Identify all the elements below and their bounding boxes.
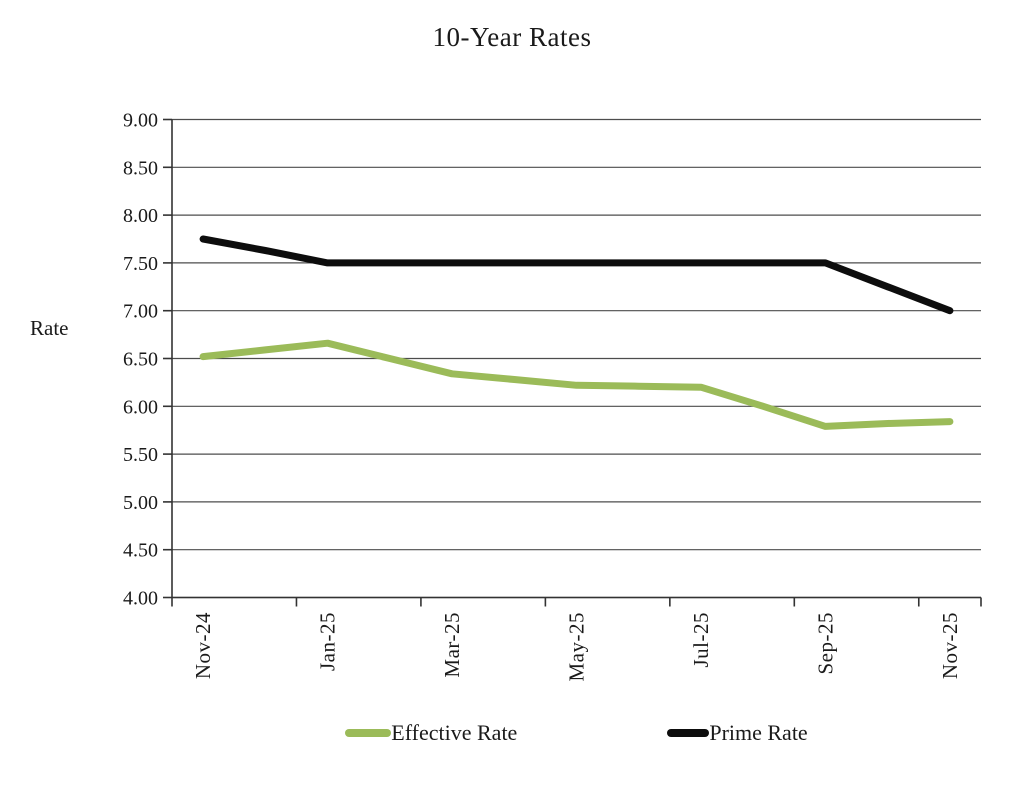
x-tick-label: Nov-25	[938, 612, 962, 679]
x-tick-label: Mar-25	[440, 612, 464, 678]
y-tick-label: 5.00	[123, 492, 158, 514]
legend-entry-effective-rate: Effective Rate	[345, 722, 517, 744]
y-tick-label: 6.50	[123, 349, 158, 371]
y-tick-label: 8.50	[123, 157, 158, 179]
x-tick-label: Jul-25	[689, 612, 713, 668]
y-axis-title: Rate	[30, 316, 69, 340]
legend-label: Prime Rate	[709, 720, 808, 745]
y-tick-label: 7.00	[123, 301, 158, 323]
effective-rate-line-swatch-icon	[345, 729, 392, 737]
legend-entry-prime-rate: Prime Rate	[667, 720, 808, 745]
y-tick-label: 8.00	[123, 205, 158, 227]
y-tick-label: 5.50	[123, 444, 158, 466]
legend-label: Effective Rate	[391, 720, 518, 745]
y-tick-label: 7.50	[123, 253, 158, 275]
x-tick-label: Jan-25	[316, 612, 340, 671]
effective-rate-line	[199, 339, 954, 430]
x-tick-label: Sep-25	[813, 612, 837, 675]
prime-rate-line	[199, 235, 954, 315]
prime-rate-line-swatch-icon	[667, 729, 710, 737]
legend: Effective Rate Prime Rate	[172, 716, 981, 750]
x-tick-label: Nov-24	[191, 612, 215, 679]
y-tick-label: 6.00	[123, 396, 158, 418]
y-tick-label: 9.00	[123, 110, 158, 132]
y-tick-label: 4.50	[123, 540, 158, 562]
x-tick-label: May-25	[565, 612, 589, 682]
y-tick-label: 4.00	[123, 588, 158, 610]
chart-title: 10-Year Rates	[432, 22, 592, 52]
